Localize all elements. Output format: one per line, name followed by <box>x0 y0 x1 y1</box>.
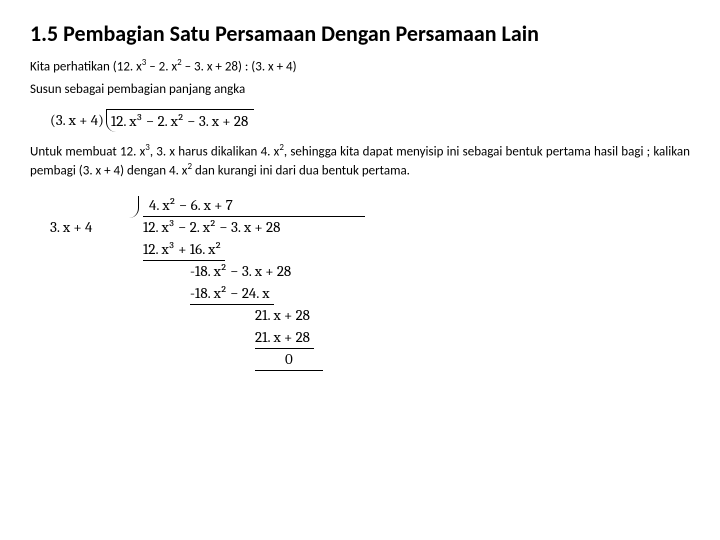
section-heading: 1.5 Pembagian Satu Persamaan Dengan Pers… <box>30 20 690 47</box>
text: dan kurangi ini dari dua bentuk pertama. <box>192 164 410 179</box>
remainder: 0 <box>255 350 323 371</box>
text: – 3. x + 28) : (3. x + 4) <box>182 59 297 74</box>
longdivision-setup: (3. x + 4) 12. x³ − 2. x² − 3. x + 28 <box>50 109 690 132</box>
intro-line-1: Kita perhatikan (12. x3 – 2. x2 – 3. x +… <box>30 57 690 77</box>
divisor-expr: (3. x + 4) <box>50 109 104 129</box>
dividend: 12. x³ − 2. x² − 3. x + 28 <box>143 218 280 236</box>
step-expr: 12. x³ + 16. x² <box>143 240 225 261</box>
longdivision-full: 4. x² − 6. x + 7 3. x + 4 12. x³ − 2. x²… <box>50 196 690 372</box>
step-line: 21. x + 28 <box>255 306 310 324</box>
step-expr: 21. x + 28 <box>255 328 314 349</box>
intro-line-2: Susun sebagai pembagian panjang angka <box>30 81 690 99</box>
dividend-expr: 12. x³ − 2. x² − 3. x + 28 <box>106 109 254 132</box>
step-line: -18. x² − 24. x <box>190 284 274 305</box>
text: – 2. x <box>146 59 177 74</box>
step-line: 0 <box>255 350 323 371</box>
text: , 3. x harus dikalikan 4. x <box>150 144 280 159</box>
step-expr: -18. x² − 24. x <box>190 284 274 305</box>
step-line: -18. x² − 3. x + 28 <box>190 262 291 280</box>
text: Kita perhatikan (12. x <box>30 59 142 74</box>
quotient: 4. x² − 6. x + 7 <box>143 196 365 217</box>
explanation-para: Untuk membuat 12. x3, 3. x harus dikalik… <box>30 142 690 181</box>
step-line: 21. x + 28 <box>255 328 314 349</box>
divisor: 3. x + 4 <box>50 218 92 236</box>
division-bracket <box>118 196 139 218</box>
text: Untuk membuat 12. x <box>30 144 145 159</box>
step-line: 12. x³ + 16. x² <box>143 240 225 261</box>
